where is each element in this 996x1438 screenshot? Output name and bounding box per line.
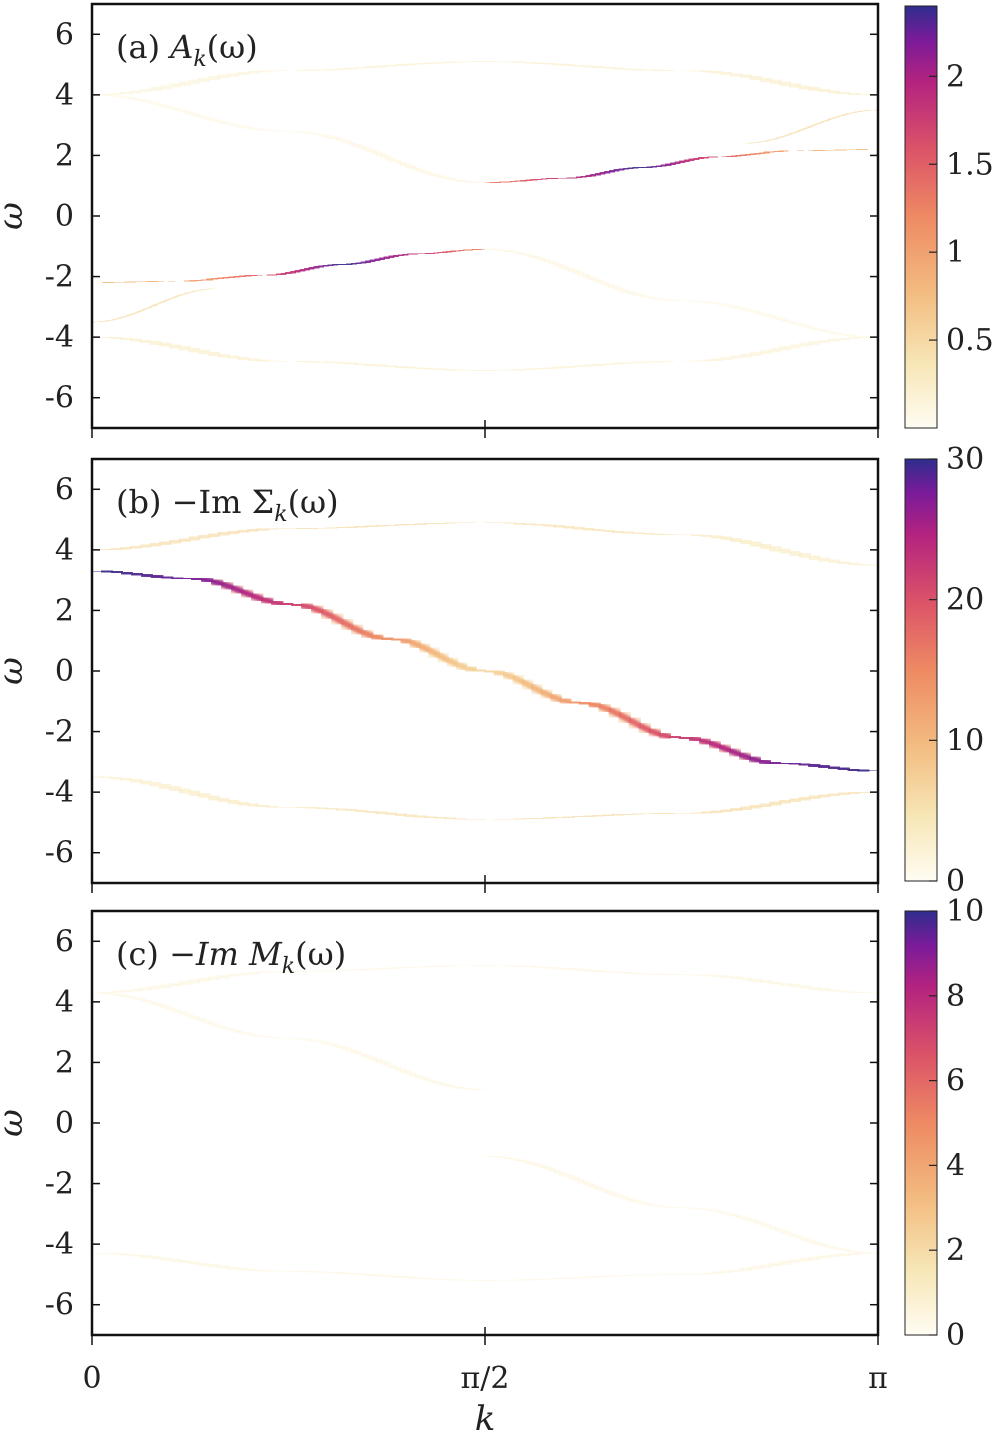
panel-c-title-symbol: −Im M bbox=[169, 935, 283, 973]
y-tick-label: -6 bbox=[45, 381, 74, 416]
panel-c-feature-lower-fan bbox=[472, 1143, 878, 1267]
panel-a-heatmap-marks bbox=[92, 48, 878, 384]
y-tick-label: 6 bbox=[55, 472, 74, 507]
y-tick-label: -2 bbox=[45, 715, 74, 750]
panel-c: 6 4 2 0 -2 -4 -6 ω (c) −Im Mk(ω) 0 2 4 6 8 10 bbox=[0, 894, 984, 1353]
panel-c-feature-upper-satellite bbox=[92, 952, 878, 1006]
panel-a-title-prefix: (a) bbox=[116, 28, 170, 66]
y-tick-label: 0 bbox=[55, 1106, 74, 1141]
colorbar-tick-label: 1 bbox=[946, 235, 965, 270]
panel-b-title-suffix: (ω) bbox=[288, 483, 339, 521]
panel-a-y-axis-label: ω bbox=[0, 202, 31, 230]
panel-c-feature-upper-fan bbox=[92, 979, 498, 1103]
panel-c-colorbar-ticks: 0 2 4 6 8 10 bbox=[929, 894, 984, 1353]
colorbar-tick-label: 2 bbox=[946, 1233, 965, 1268]
panel-a-colorbar bbox=[904, 5, 938, 429]
x-tick-label: π/2 bbox=[461, 1361, 510, 1396]
panel-a-title-symbol: A bbox=[167, 28, 193, 66]
colorbar-tick-label: 6 bbox=[946, 1064, 965, 1099]
y-tick-label: -6 bbox=[45, 1288, 74, 1323]
panel-c-title-prefix: (c) bbox=[116, 935, 169, 973]
panel-b-feature-upper-continuum bbox=[92, 509, 878, 578]
y-tick-label: -6 bbox=[45, 836, 74, 871]
colorbar-tick-label: 30 bbox=[946, 442, 984, 477]
y-tick-label: 6 bbox=[55, 17, 74, 52]
panel-b-colorbar-ticks: 0 10 20 30 bbox=[929, 442, 984, 899]
y-tick-label: 2 bbox=[55, 1045, 74, 1080]
panel-c-y-axis-label: ω bbox=[0, 1109, 31, 1137]
x-axis-label: k bbox=[475, 1399, 496, 1438]
panel-b-title-subscript: k bbox=[274, 502, 287, 527]
panel-b-heatmap-marks bbox=[92, 509, 878, 833]
panel-b-title-symbol: −Im Σ bbox=[172, 483, 275, 521]
y-tick-label: 4 bbox=[55, 533, 74, 568]
colorbar-tick-label: 1.5 bbox=[946, 147, 994, 182]
x-tick-labels: 0 π/2 π bbox=[82, 1361, 887, 1396]
panel-b-y-axis-label: ω bbox=[0, 657, 31, 685]
colorbar-tick-label: 0 bbox=[946, 1318, 965, 1353]
panel-a-title-subscript: k bbox=[193, 47, 206, 72]
x-tick-label: 0 bbox=[82, 1361, 101, 1396]
y-tick-label: 0 bbox=[55, 654, 74, 689]
y-tick-label: 2 bbox=[55, 593, 74, 628]
colorbar-tick-label: 10 bbox=[946, 894, 984, 929]
y-tick-label: 2 bbox=[55, 138, 74, 173]
panel-c-x-ticks bbox=[91, 1327, 879, 1345]
panel-b-y-ticks: 6 4 2 0 -2 -4 -6 bbox=[45, 472, 878, 871]
colorbar-tick-label: 4 bbox=[946, 1148, 965, 1183]
y-tick-label: 4 bbox=[55, 78, 74, 113]
panel-a-title: (a) Ak(ω) bbox=[116, 28, 258, 72]
panel-c-title-subscript: k bbox=[282, 954, 295, 979]
panel-b-feature-pole-line bbox=[92, 562, 878, 780]
panel-b-colorbar bbox=[904, 458, 938, 882]
panel-b-title-prefix: (b) bbox=[116, 483, 172, 521]
y-tick-label: 4 bbox=[55, 985, 74, 1020]
panel-c-heatmap-marks bbox=[92, 952, 878, 1294]
panel-a: 6 4 2 0 -2 -4 -6 ω (a) Ak(ω) 0.5 1 1.5 2 bbox=[0, 2, 994, 438]
colorbar-tick-label: 0 bbox=[946, 864, 965, 899]
panel-a-feature-lower-satellite bbox=[92, 324, 878, 384]
y-tick-label: 6 bbox=[55, 924, 74, 959]
y-tick-label: 0 bbox=[55, 199, 74, 234]
y-tick-label: -4 bbox=[45, 320, 74, 355]
colorbar-tick-label: 10 bbox=[946, 723, 984, 758]
colorbar-tick-label: 8 bbox=[946, 979, 965, 1014]
y-tick-label: -4 bbox=[45, 1227, 74, 1262]
panel-c-colorbar bbox=[904, 910, 938, 1336]
panel-a-feature-edge-shading-lower bbox=[92, 275, 231, 335]
y-tick-label: -4 bbox=[45, 775, 74, 810]
y-tick-label: -2 bbox=[45, 1167, 74, 1202]
panel-a-colorbar-ticks: 0.5 1 1.5 2 bbox=[929, 59, 994, 358]
panel-a-feature-upper-fan bbox=[92, 81, 498, 196]
panel-a-title-suffix: (ω) bbox=[207, 28, 258, 66]
colorbar-tick-label: 0.5 bbox=[946, 323, 994, 358]
x-tick-label: π bbox=[868, 1361, 888, 1396]
colorbar-tick-label: 20 bbox=[946, 583, 984, 618]
y-tick-label: -2 bbox=[45, 260, 74, 295]
panel-c-y-ticks: 6 4 2 0 -2 -4 -6 bbox=[45, 924, 878, 1323]
panel-a-y-ticks: 6 4 2 0 -2 -4 -6 bbox=[45, 17, 878, 416]
panel-c-title-suffix: (ω) bbox=[295, 935, 346, 973]
panel-a-feature-edge-shading-upper bbox=[729, 97, 878, 157]
panel-c-title: (c) −Im Mk(ω) bbox=[116, 935, 346, 979]
panel-b-x-ticks bbox=[91, 875, 879, 893]
panel-a-x-ticks bbox=[91, 420, 879, 438]
panel-b-title: (b) −Im Σk(ω) bbox=[116, 483, 339, 527]
panel-b-feature-lower-continuum bbox=[92, 764, 878, 833]
colorbar-tick-label: 2 bbox=[946, 59, 965, 94]
panel-a-feature-upper-satellite bbox=[92, 48, 878, 108]
